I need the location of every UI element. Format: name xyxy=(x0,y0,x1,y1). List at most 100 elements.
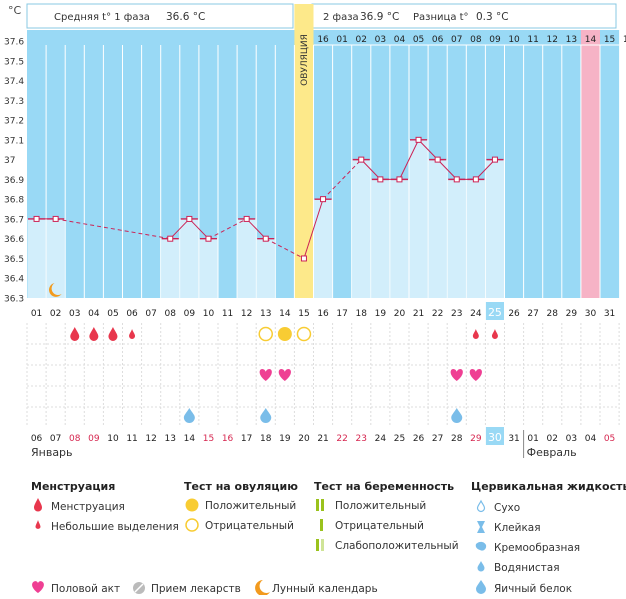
y-tick-label: 36.9 xyxy=(4,176,24,186)
cycle-day-bottom-label: 14 xyxy=(279,309,291,319)
intercourse-heart-icon xyxy=(469,369,482,381)
legend-pregnancy-weak-icon xyxy=(316,539,319,551)
date-label: 15 xyxy=(203,434,214,444)
temp-point xyxy=(167,235,174,242)
egg-white-drop-icon xyxy=(451,408,463,424)
temp-bar xyxy=(352,159,371,298)
date-label: 28 xyxy=(451,434,463,444)
y-tick-label: 37.3 xyxy=(4,97,24,107)
temp-point xyxy=(320,196,327,203)
y-unit-label: °C xyxy=(8,4,22,17)
cycle-day-label: 03 xyxy=(375,35,386,45)
cycle-day-bottom-label: 01 xyxy=(31,309,42,319)
legend-creamy-icon xyxy=(475,541,487,551)
date-label: 06 xyxy=(31,434,43,444)
cycle-day-bottom-label: 27 xyxy=(527,309,538,319)
temp-bar xyxy=(180,218,199,298)
temp-line-segment xyxy=(475,159,496,180)
menstruation-drop-icon xyxy=(89,327,99,341)
legend-ovulation-test-title: Тест на овуляцию xyxy=(184,480,298,493)
date-label: 29 xyxy=(470,434,482,444)
y-tick-label: 36.7 xyxy=(4,215,24,225)
legend-small-discharge-label: Небольшие выделения xyxy=(51,521,179,533)
date-label: 04 xyxy=(585,434,597,444)
cycle-day-bottom-label: 10 xyxy=(203,309,215,319)
legend-menstruation-title: Менструация xyxy=(31,480,115,493)
temp-line-segment xyxy=(246,218,267,240)
cycle-day-label: 16 xyxy=(317,35,329,45)
legend-moon-label: Лунный календарь xyxy=(272,583,378,595)
temp-point xyxy=(453,176,460,183)
date-label: 10 xyxy=(107,434,119,444)
legend: Менструация Менструация Небольшие выделе… xyxy=(31,480,626,596)
date-label: 30 xyxy=(488,431,502,444)
temp-line-segment xyxy=(322,159,362,200)
temp-bar xyxy=(27,218,46,298)
cycle-day-bottom-label: 08 xyxy=(165,309,177,319)
date-label: 23 xyxy=(356,434,367,444)
legend-pregnancy-test-title: Тест на беременность xyxy=(314,480,454,493)
cycle-day-bottom-label: 22 xyxy=(432,309,443,319)
temp-point xyxy=(472,176,479,183)
menstruation-drop-icon xyxy=(108,327,118,341)
diff-value: 0.3 °C xyxy=(476,11,509,23)
phase2-box xyxy=(311,3,617,29)
date-label: 02 xyxy=(547,434,558,444)
temp-line-segment xyxy=(360,159,381,180)
cycle-day-bottom-label: 12 xyxy=(241,309,252,319)
temp-point xyxy=(415,136,422,143)
legend-creamy-label: Кремообразная xyxy=(494,542,580,554)
cycle-day-bottom-label: 28 xyxy=(547,309,559,319)
legend-egg-white-icon xyxy=(476,580,486,594)
date-label: 31 xyxy=(508,434,519,444)
date-label: 25 xyxy=(394,434,405,444)
egg-white-drop-icon xyxy=(260,408,272,424)
legend-dry-label: Сухо xyxy=(494,502,520,514)
y-tick-label: 37.5 xyxy=(4,57,24,67)
date-label: 09 xyxy=(88,434,100,444)
y-tick-label: 36.3 xyxy=(4,295,24,305)
legend-pregnancy-negative-icon xyxy=(320,519,323,531)
cycle-day-bottom-label: 29 xyxy=(566,309,578,319)
date-label: 07 xyxy=(50,434,61,444)
temp-point xyxy=(243,215,250,222)
cycle-day-label: 05 xyxy=(413,35,424,45)
temp-bar xyxy=(409,139,428,298)
y-tick-label: 36.4 xyxy=(4,275,24,285)
y-tick-label: 37.1 xyxy=(4,136,24,146)
legend-ovulation-positive-label: Положительный xyxy=(205,500,296,512)
cycle-day-bottom-label: 23 xyxy=(451,309,462,319)
egg-white-drop-icon xyxy=(183,408,195,424)
ovulation-column xyxy=(294,4,314,298)
cycle-day-bottom-label: 21 xyxy=(413,309,424,319)
intercourse-heart-icon xyxy=(450,369,463,381)
legend-drop-icon xyxy=(34,498,42,512)
cycle-day-bottom-label: 30 xyxy=(585,309,597,319)
month-label-february: Февраль xyxy=(527,446,577,459)
cycle-day-bottom-label: 03 xyxy=(69,309,80,319)
legend-intercourse-label: Половой акт xyxy=(51,583,120,595)
date-label: 12 xyxy=(145,434,156,444)
diff-label: Разница t° xyxy=(413,12,469,23)
date-label: 20 xyxy=(298,434,310,444)
temp-point xyxy=(377,176,384,183)
y-tick-label: 36.5 xyxy=(4,255,24,265)
date-label: 03 xyxy=(566,434,577,444)
temp-point xyxy=(434,156,441,163)
month-label-january: Январь xyxy=(31,446,73,459)
cycle-day-bottom-label: 02 xyxy=(50,309,61,319)
cycle-day-label: 15 xyxy=(604,35,615,45)
legend-watery-icon xyxy=(477,561,485,572)
date-label: 27 xyxy=(432,434,443,444)
legend-watery-label: Водянистая xyxy=(494,562,560,574)
temp-line-segment xyxy=(188,218,209,240)
cycle-day-label: 13 xyxy=(566,35,577,45)
cycle-day-label: 10 xyxy=(508,35,520,45)
legend-cervical-title: Цервикальная жидкость xyxy=(471,480,626,493)
temp-line-segment xyxy=(437,159,458,180)
temp-point xyxy=(396,176,403,183)
cycle-day-bottom-label: 04 xyxy=(88,309,100,319)
legend-moon-icon xyxy=(255,580,270,596)
date-label: 08 xyxy=(69,434,81,444)
temp-bar xyxy=(237,218,256,298)
